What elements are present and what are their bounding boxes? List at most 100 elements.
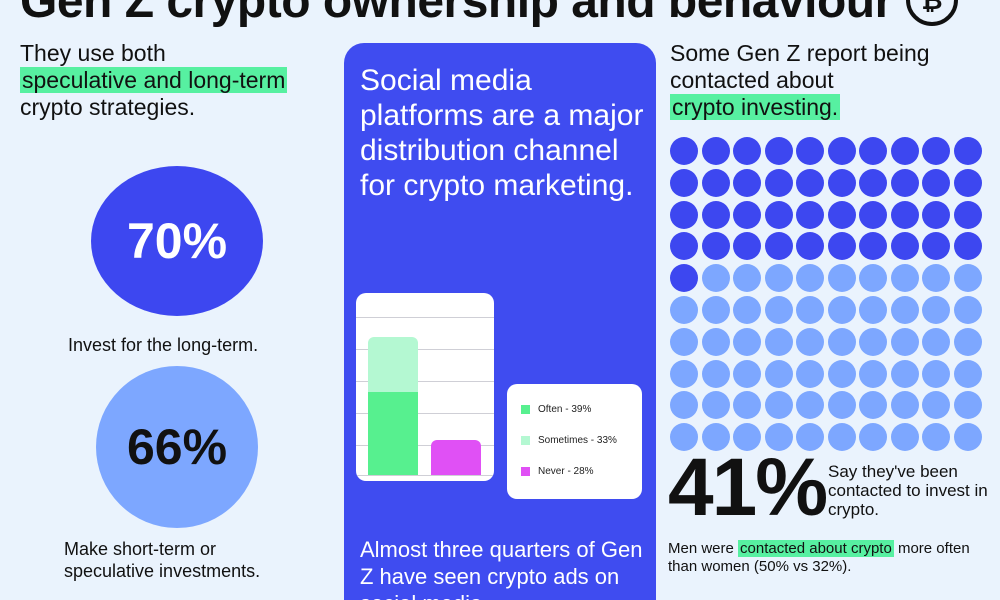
dot-empty: [733, 264, 761, 293]
dot-empty: [701, 391, 730, 420]
legend-swatch-sometimes: [521, 436, 530, 445]
dot-empty: [764, 327, 793, 356]
stat-value-long-term: 70%: [126, 213, 228, 269]
dot-filled: [670, 168, 698, 197]
gender-note: Men were contacted about crypto more oft…: [668, 540, 988, 576]
left-heading-pre: They use both: [20, 40, 166, 66]
stat-value-contacted: 41%: [668, 442, 828, 533]
dot-empty: [764, 359, 793, 388]
dot-empty: [701, 423, 730, 452]
dot-empty: [796, 264, 824, 293]
dot-empty: [764, 423, 793, 452]
dot-filled: [796, 137, 824, 165]
panel-footer: Almost three quarters of Gen Z have seen…: [360, 537, 643, 600]
dot-filled: [701, 200, 730, 229]
dot-filled: [670, 200, 698, 229]
stat-circle-short-term: 66%: [96, 366, 258, 528]
chart-gridline: [356, 445, 494, 446]
dot-empty: [922, 264, 950, 293]
bar-chart-card: [356, 293, 494, 481]
dot-filled: [922, 168, 950, 197]
right-heading-pre: Some Gen Z report being contacted about: [670, 40, 930, 93]
dot-filled: [764, 232, 793, 261]
dot-filled: [859, 232, 887, 261]
dot-filled: [670, 232, 698, 261]
chart-baseline: [356, 475, 494, 476]
dot-empty: [764, 264, 793, 293]
dot-filled: [733, 168, 761, 197]
legend-swatch-often: [521, 405, 530, 414]
dot-filled: [796, 200, 824, 229]
dot-filled: [670, 264, 698, 293]
dot-empty: [701, 296, 730, 324]
dot-empty: [890, 327, 919, 356]
dot-empty: [953, 327, 982, 356]
dot-filled: [701, 168, 730, 197]
dot-filled: [890, 137, 919, 165]
dot-empty: [922, 296, 950, 324]
dot-empty: [796, 359, 824, 388]
legend-item-never: Never - 28%: [521, 466, 594, 477]
dot-filled: [890, 200, 919, 229]
legend-label-sometimes: Sometimes - 33%: [538, 435, 617, 446]
dot-empty: [796, 296, 824, 324]
dot-empty: [733, 423, 761, 452]
dot-empty: [953, 391, 982, 420]
legend-item-often: Often - 39%: [521, 404, 591, 415]
dot-filled: [796, 232, 824, 261]
dot-filled: [701, 232, 730, 261]
legend-label-often: Often - 39%: [538, 404, 592, 415]
dot-filled: [859, 200, 887, 229]
social-media-panel: Social media platforms are a major distr…: [344, 43, 656, 600]
dot-empty: [670, 296, 698, 324]
dot-filled: [859, 137, 887, 165]
dot-empty: [796, 423, 824, 452]
dot-filled: [827, 200, 856, 229]
dot-empty: [733, 296, 761, 324]
dot-empty: [922, 327, 950, 356]
dot-empty: [701, 359, 730, 388]
dot-filled: [670, 137, 698, 165]
legend-swatch-never: [521, 467, 530, 476]
gender-note-highlight: contacted about crypto: [738, 540, 894, 557]
dot-empty: [859, 296, 887, 324]
dot-empty: [670, 423, 698, 452]
legend-item-sometimes: Sometimes - 33%: [521, 435, 617, 446]
dot-empty: [827, 296, 856, 324]
dot-empty: [764, 296, 793, 324]
dot-empty: [890, 296, 919, 324]
bar-sometimes: [368, 337, 418, 392]
stat-value-short-term: 66%: [126, 419, 228, 475]
gender-note-pre: Men were: [668, 540, 734, 557]
chart-gridline: [356, 381, 494, 382]
stat-circle-long-term: 70%: [91, 166, 263, 316]
dot-filled: [922, 232, 950, 261]
dot-filled: [796, 168, 824, 197]
dot-empty: [827, 327, 856, 356]
dot-empty: [953, 423, 982, 452]
dot-empty: [701, 264, 730, 293]
dot-empty: [890, 264, 919, 293]
dot-filled: [764, 168, 793, 197]
stat-caption-short-term: Make short-term or speculative investmen…: [64, 539, 261, 581]
dot-empty: [827, 264, 856, 293]
chart-gridline: [356, 413, 494, 414]
dot-empty: [670, 359, 698, 388]
left-heading-highlight: speculative and long-term: [20, 67, 288, 93]
dot-filled: [764, 137, 793, 165]
bar-often: [368, 391, 418, 475]
dot-empty: [859, 359, 887, 388]
dot-empty: [859, 264, 887, 293]
dot-empty: [796, 391, 824, 420]
legend-label-never: Never - 28%: [538, 466, 594, 477]
dot-empty: [764, 391, 793, 420]
dot-empty: [733, 391, 761, 420]
dot-empty: [890, 359, 919, 388]
dot-filled: [890, 232, 919, 261]
dot-filled: [701, 137, 730, 165]
dot-filled: [953, 137, 982, 165]
panel-heading: Social media platforms are a major distr…: [360, 64, 644, 202]
dot-empty: [922, 359, 950, 388]
dot-empty: [827, 391, 856, 420]
dot-empty: [827, 359, 856, 388]
